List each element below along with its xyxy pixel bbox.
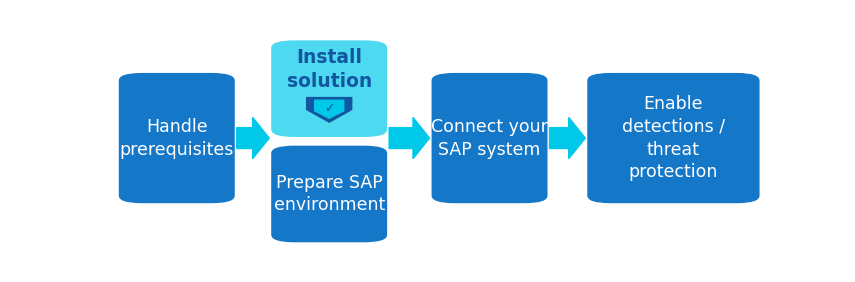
FancyBboxPatch shape: [271, 40, 387, 137]
FancyBboxPatch shape: [432, 73, 547, 203]
FancyBboxPatch shape: [271, 146, 387, 242]
Text: Enable
detections /
threat
protection: Enable detections / threat protection: [622, 95, 725, 181]
Polygon shape: [306, 97, 352, 123]
Text: Connect your
SAP system: Connect your SAP system: [431, 118, 548, 158]
Text: Prepare SAP
environment: Prepare SAP environment: [274, 173, 385, 214]
FancyBboxPatch shape: [587, 73, 759, 203]
Text: Install
solution: Install solution: [286, 48, 372, 91]
Text: Handle
prerequisites: Handle prerequisites: [120, 118, 234, 158]
FancyBboxPatch shape: [119, 73, 235, 203]
Polygon shape: [237, 117, 269, 159]
Polygon shape: [314, 100, 345, 119]
Polygon shape: [389, 117, 429, 159]
Polygon shape: [550, 117, 586, 159]
Text: ✓: ✓: [324, 102, 334, 115]
